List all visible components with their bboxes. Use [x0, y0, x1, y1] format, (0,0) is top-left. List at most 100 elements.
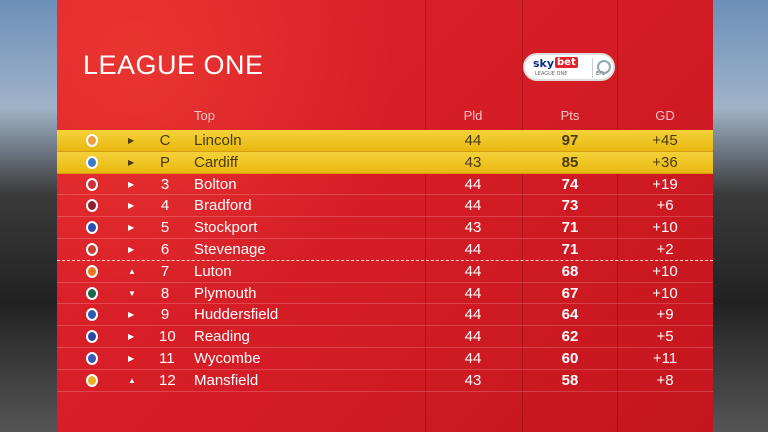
movement-right-icon: ▶ — [128, 223, 135, 233]
table-row: ▶ 4 Bradford 44 73 +6 — [57, 195, 713, 218]
points: 97 — [561, 132, 579, 149]
header-name: Top — [194, 108, 215, 123]
table-title: LEAGUE ONE — [83, 50, 264, 80]
team-name: Lincoln — [194, 132, 242, 149]
column-divider — [617, 0, 618, 432]
points: 71 — [561, 241, 579, 258]
movement-down-icon: ▼ — [128, 288, 136, 298]
goal-difference: +2 — [656, 241, 674, 258]
team-badge-icon — [86, 221, 98, 235]
points: 68 — [561, 262, 579, 280]
team-name: Huddersfield — [194, 306, 279, 324]
played: 44 — [464, 350, 482, 367]
points: 60 — [561, 350, 579, 367]
played: 44 — [464, 328, 482, 346]
table-row: ▶ 9 Huddersfield 44 64 +9 — [57, 304, 713, 327]
movement-right-icon: ▶ — [128, 179, 135, 189]
column-divider — [522, 0, 523, 432]
played: 43 — [464, 153, 482, 171]
table-row: ▶ 10 Reading 44 62 +5 — [57, 326, 713, 348]
played: 43 — [464, 371, 482, 389]
position: P — [159, 153, 170, 171]
position: 12 — [159, 371, 176, 389]
header-pts: Pts — [560, 108, 580, 123]
table-row: ▶ 6 Stevenage 44 71 +2 — [57, 239, 713, 261]
position: 5 — [160, 219, 170, 237]
movement-right-icon: ▶ — [128, 245, 135, 254]
movement-right-icon: ▶ — [128, 136, 135, 145]
team-name: Stockport — [194, 219, 258, 237]
table-row: ▲ 12 Mansfield 43 58 +8 — [57, 370, 713, 392]
team-badge-icon — [86, 177, 98, 191]
movement-right-icon: ▶ — [128, 201, 135, 211]
position: C — [159, 132, 171, 149]
points: 62 — [561, 328, 579, 346]
sky-bet-league-one-logo: sky bet LEAGUE ONE EFL — [523, 53, 615, 81]
goal-difference: +19 — [652, 175, 678, 193]
column-divider — [425, 0, 426, 432]
table-row: ▼ 8 Plymouth 44 67 +10 — [57, 283, 713, 305]
goal-difference: +6 — [656, 197, 674, 215]
team-name: Plymouth — [194, 284, 257, 302]
points: 85 — [561, 153, 579, 171]
goal-difference: +9 — [656, 306, 674, 324]
goal-difference: +10 — [652, 219, 678, 237]
team-name: Luton — [194, 262, 232, 280]
team-name: Stevenage — [194, 241, 266, 258]
played: 43 — [464, 219, 482, 237]
movement-right-icon: ▶ — [128, 157, 135, 167]
goal-difference: +10 — [652, 262, 678, 280]
table-row: ▶ C Lincoln 44 97 +45 — [57, 130, 713, 152]
logo-sub: LEAGUE ONE — [535, 71, 568, 77]
team-name: Mansfield — [194, 371, 259, 389]
position: 8 — [160, 284, 170, 302]
efl-logo-icon: EFL — [592, 58, 611, 78]
team-badge-icon — [86, 134, 98, 147]
team-name: Reading — [194, 328, 250, 346]
points: 58 — [561, 371, 579, 389]
points: 73 — [561, 197, 579, 215]
points: 71 — [561, 219, 579, 237]
played: 44 — [464, 306, 482, 324]
played: 44 — [464, 197, 482, 215]
header-pld: Pld — [463, 108, 483, 123]
played: 44 — [464, 175, 482, 193]
logo-sky: sky — [533, 57, 555, 70]
team-name: Bradford — [194, 197, 252, 215]
movement-up-icon: ▲ — [128, 266, 136, 276]
movement-right-icon: ▶ — [128, 354, 135, 363]
team-badge-icon — [86, 373, 98, 387]
goal-difference: +45 — [652, 132, 678, 149]
team-badge-icon — [86, 243, 98, 256]
header-gd: GD — [655, 108, 675, 123]
movement-right-icon: ▶ — [128, 332, 135, 342]
team-badge-icon — [86, 330, 98, 344]
position: 6 — [160, 241, 170, 258]
team-badge-icon — [86, 308, 98, 322]
goal-difference: +36 — [652, 153, 678, 171]
position: 10 — [159, 328, 176, 346]
position: 7 — [160, 262, 170, 280]
table-row: ▶ 11 Wycombe 44 60 +11 — [57, 348, 713, 370]
goal-difference: +8 — [656, 371, 674, 389]
logo-bet: bet — [555, 57, 578, 68]
movement-right-icon: ▶ — [128, 310, 135, 320]
position: 4 — [160, 197, 170, 215]
team-badge-icon — [86, 155, 98, 169]
points: 67 — [561, 284, 579, 302]
goal-difference: +5 — [656, 328, 674, 346]
team-name: Cardiff — [194, 153, 238, 171]
played: 44 — [464, 241, 482, 258]
team-badge-icon — [86, 199, 98, 213]
goal-difference: +10 — [652, 284, 678, 302]
played: 44 — [464, 132, 482, 149]
goal-difference: +11 — [652, 350, 678, 367]
points: 64 — [561, 306, 579, 324]
table-row: ▶ P Cardiff 43 85 +36 — [57, 151, 713, 174]
league-table-panel: LEAGUE ONE sky bet LEAGUE ONE EFL Top Pl… — [57, 0, 713, 432]
team-badge-icon — [86, 264, 98, 278]
position: 3 — [160, 175, 170, 193]
team-badge-icon — [86, 352, 98, 365]
played: 44 — [464, 262, 482, 280]
movement-up-icon: ▲ — [128, 375, 136, 385]
